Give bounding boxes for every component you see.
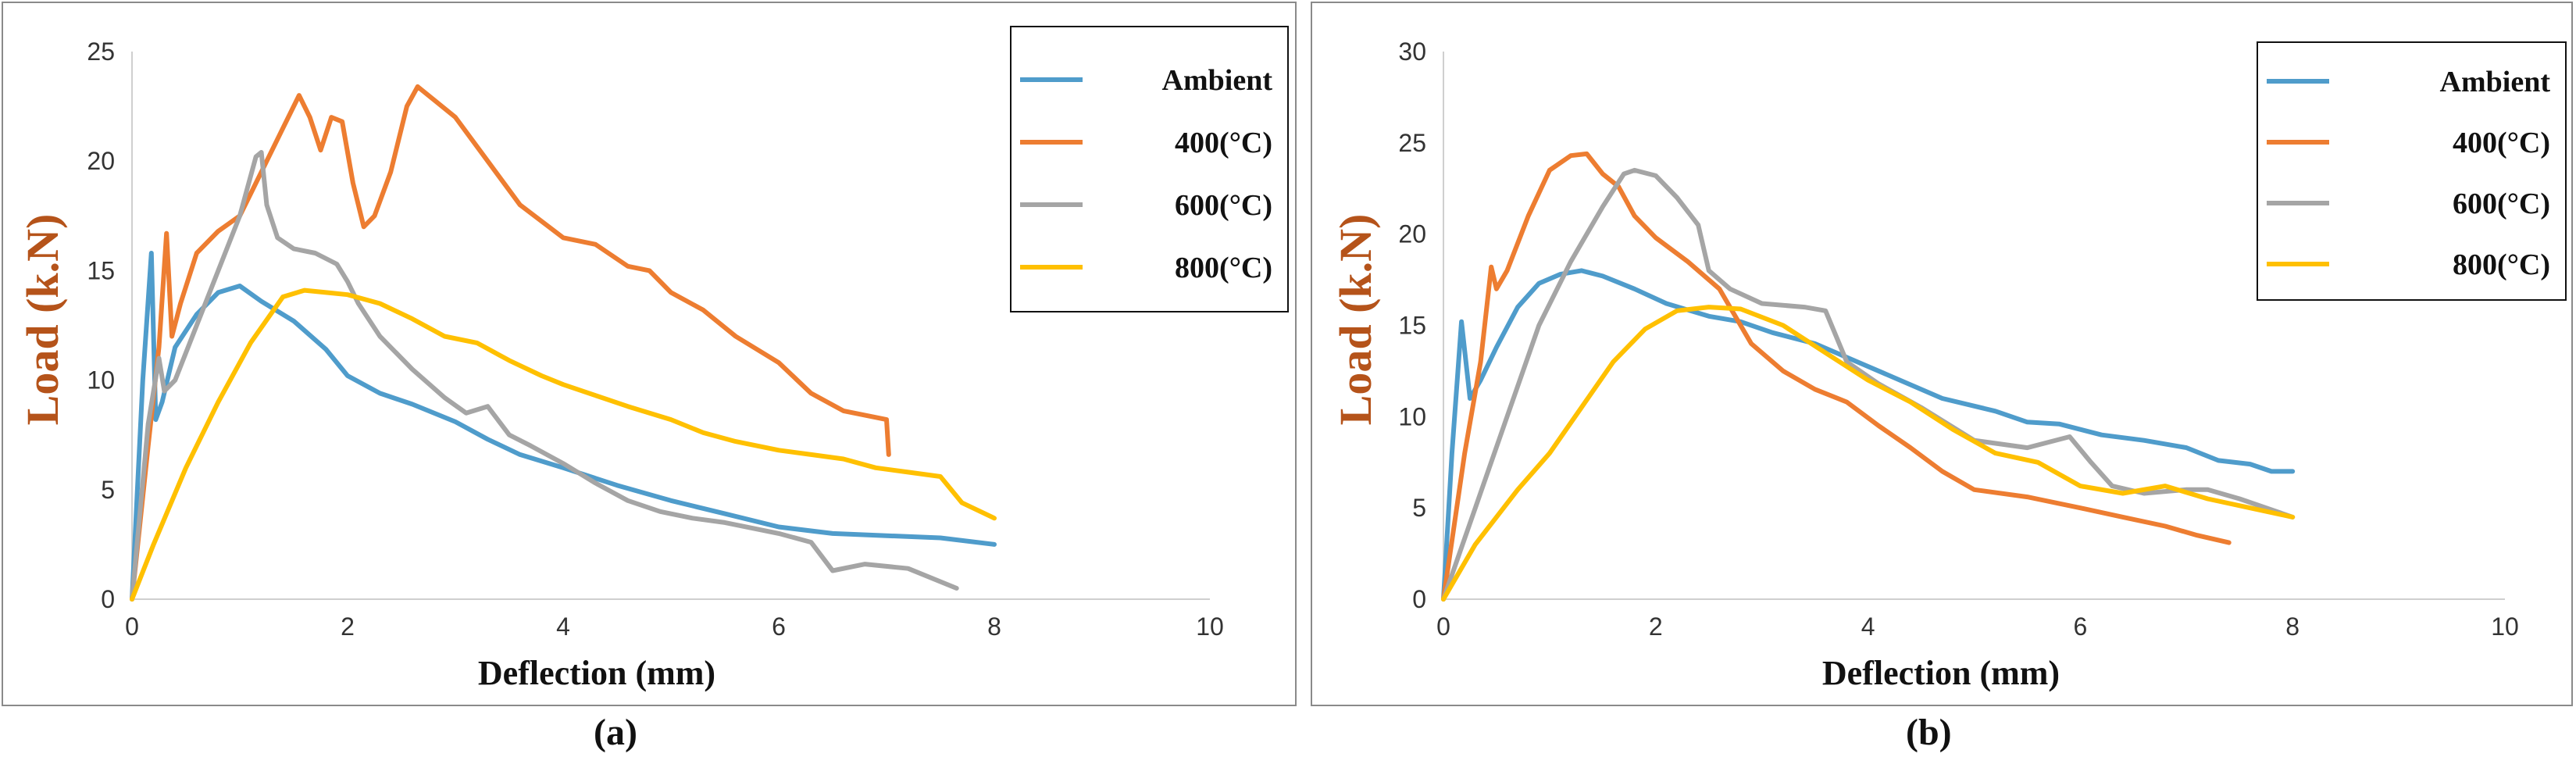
series-line-800c: [130, 287, 997, 602]
legend: Ambient 400(°C) 600(°C) 800(°C): [1010, 26, 1289, 312]
x-tick-label: 0: [1436, 612, 1450, 641]
y-tick-label: 15: [1398, 312, 1426, 340]
legend-label: 800(°C): [2453, 248, 2550, 281]
x-axis-title: Deflection (mm): [478, 654, 715, 692]
x-axis-title: Deflection (mm): [1822, 654, 2060, 692]
x-tick-label: 4: [1861, 612, 1875, 641]
series-line-400c: [130, 84, 891, 602]
x-tick-label: 6: [2074, 612, 2088, 641]
series-line-ambient: [1441, 268, 2296, 602]
chart-panel-b: 0 2 4 6 8 10 0 5 10 15 20 25 30 Deflection (mm) Load (…: [1311, 2, 2573, 706]
legend-label: 800(°C): [1175, 252, 1272, 284]
y-tick-label: 5: [101, 476, 115, 504]
legend-label: 600(°C): [1175, 189, 1272, 222]
x-tick-label: 0: [125, 612, 139, 641]
y-tick-label: 20: [1398, 220, 1426, 248]
chart-panel-a: 0 2 4 6 8 10 0 5 10 15 20 25 Deflection (mm) Load (k.…: [2, 2, 1297, 706]
legend-label: Ambient: [2440, 66, 2551, 98]
legend-label: 400(°C): [2453, 127, 2550, 159]
legend: Ambient 400(°C) 600(°C) 800(°C): [2257, 41, 2567, 301]
x-tick-label: 2: [1649, 612, 1663, 641]
x-tick-label: 2: [341, 612, 355, 641]
series-line-800c: [1441, 305, 2296, 602]
legend-label: Ambient: [1162, 64, 1273, 97]
legend-label: 600(°C): [2453, 187, 2550, 220]
y-tick-label: 10: [87, 366, 115, 395]
series-line-400c: [1441, 151, 2232, 602]
chart-b: 0 2 4 6 8 10 0 5 10 15 20 25 30 Deflection (mm) Load (…: [1330, 37, 2567, 692]
legend-box: [2257, 41, 2567, 301]
x-tick-label: 8: [2285, 612, 2299, 641]
caption-b: (b): [1906, 712, 1952, 753]
y-tick-label: 5: [1412, 494, 1426, 522]
y-tick-label: 25: [87, 37, 115, 66]
y-tick-label: 30: [1398, 37, 1426, 66]
x-tick-label: 6: [772, 612, 786, 641]
legend-label: 400(°C): [1175, 127, 1272, 159]
y-tick-label: 10: [1398, 402, 1426, 430]
y-tick-label: 0: [1412, 585, 1426, 613]
y-axis-title: Load (k.N): [17, 214, 68, 426]
y-axis-title: Load (k.N): [1330, 214, 1381, 426]
y-tick-label: 25: [1398, 129, 1426, 157]
y-tick-label: 20: [87, 147, 115, 175]
chart-a: 0 2 4 6 8 10 0 5 10 15 20 25 Deflection (mm) Load (k.…: [17, 26, 1289, 692]
x-tick-label: 10: [2491, 612, 2519, 641]
y-tick-label: 15: [87, 256, 115, 284]
caption-a: (a): [594, 712, 637, 753]
x-tick-label: 4: [556, 612, 570, 641]
legend-box: [1010, 26, 1289, 312]
x-tick-label: 8: [987, 612, 1001, 641]
series-line-ambient: [130, 251, 997, 602]
series-line-600c: [130, 150, 959, 602]
y-tick-label: 0: [101, 585, 115, 613]
x-tick-label: 10: [1196, 612, 1224, 641]
series-line-600c: [1441, 167, 2296, 602]
